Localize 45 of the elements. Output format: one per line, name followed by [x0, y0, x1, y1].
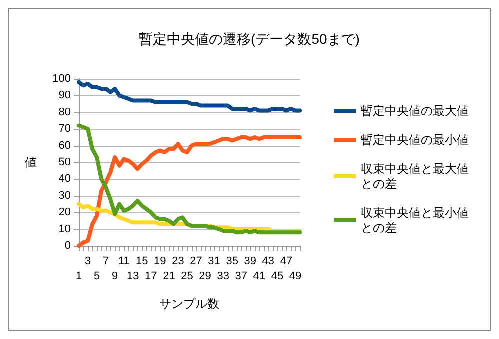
x-tick-label: 31 [208, 256, 220, 268]
x-tick-label: 21 [163, 270, 176, 282]
x-tick-label: 27 [190, 256, 202, 268]
y-tick-label: 90 [58, 90, 71, 102]
x-tick-label: 45 [271, 270, 284, 282]
x-tick-label: 43 [262, 256, 275, 268]
x-tick-label: 5 [94, 270, 100, 282]
legend-label: 暫定中央値の最大値 [361, 104, 469, 118]
y-tick-label: 100 [52, 73, 71, 85]
chart-title: 暫定中央値の遷移(データ数50まで) [139, 31, 360, 47]
y-axis-title: 値 [25, 156, 37, 170]
x-tick-label: 25 [181, 270, 194, 282]
x-tick-label: 3 [84, 256, 92, 268]
x-tick-label: 7 [103, 256, 110, 268]
y-tick-label: 60 [58, 140, 71, 152]
y-tick-label: 50 [58, 156, 71, 168]
legend-label: 収束中央値と最小値との差 [361, 206, 469, 235]
x-axis-title: サンプル数 [160, 297, 220, 311]
x-tick-label: 39 [244, 256, 257, 268]
x-tick-label: 11 [118, 256, 130, 268]
legend-label: 暫定中央値の最小値 [361, 133, 469, 147]
y-tick-label: 70 [58, 123, 71, 136]
line-series [77, 80, 302, 113]
x-tick-label: 13 [126, 270, 140, 282]
x-tick-label: 35 [226, 256, 238, 268]
x-tick-label: 41 [253, 270, 266, 282]
x-tick-label: 19 [154, 256, 166, 268]
x-tick-label: 9 [112, 270, 118, 282]
y-tick-label: 30 [58, 190, 71, 202]
x-tick-label: 49 [289, 270, 302, 282]
x-tick-label: 23 [172, 256, 184, 268]
y-tick-label: 80 [58, 106, 71, 118]
legend-label: 収束中央値と最大値との差 [361, 162, 469, 191]
y-tick-label: 0 [64, 240, 71, 252]
y-tick-label: 20 [58, 206, 71, 219]
y-tick-label: 40 [58, 173, 71, 186]
x-tick-label: 33 [217, 270, 230, 282]
x-tick-label: 37 [235, 270, 248, 282]
y-tick-label: 10 [58, 223, 71, 236]
x-tick-label: 17 [145, 270, 158, 282]
x-tick-label: 1 [76, 270, 82, 282]
line-series [77, 124, 302, 235]
x-tick-label: 29 [199, 270, 212, 282]
x-tick-label: 15 [136, 256, 148, 268]
x-tick-label: 47 [280, 256, 293, 268]
